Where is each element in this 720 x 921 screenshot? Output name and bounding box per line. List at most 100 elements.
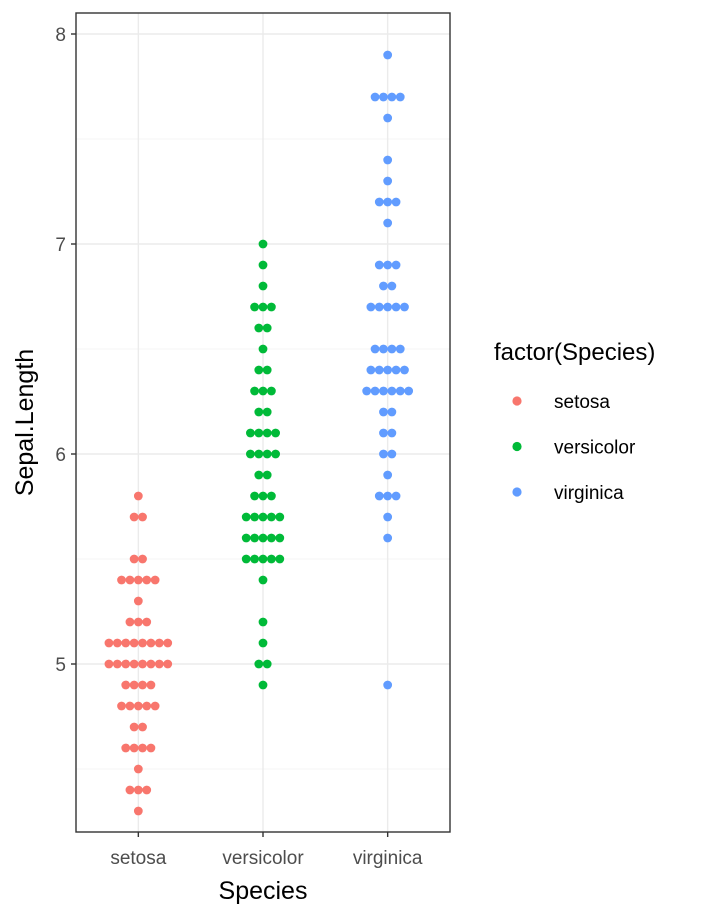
point-setosa (133, 785, 143, 795)
point-setosa (104, 638, 114, 648)
point-setosa (133, 575, 143, 585)
point-virginica (383, 197, 393, 207)
point-virginica (387, 449, 397, 459)
point-versicolor (258, 386, 268, 396)
point-versicolor (250, 512, 259, 522)
x-tick-label: virginica (353, 848, 423, 869)
point-setosa (117, 701, 126, 711)
point-virginica (379, 407, 388, 417)
y-tick-label: 6 (55, 445, 66, 466)
point-virginica (383, 470, 393, 480)
y-axis: 5 6 7 8 (55, 25, 76, 676)
point-virginica (383, 491, 393, 501)
point-setosa (125, 575, 135, 585)
legend-key-setosa (512, 396, 522, 406)
point-virginica (370, 344, 380, 354)
point-setosa (150, 575, 160, 585)
point-virginica (391, 197, 401, 207)
point-setosa (133, 596, 143, 606)
point-versicolor (241, 554, 251, 564)
x-axis-title: Species (219, 877, 308, 905)
point-virginica (387, 281, 397, 291)
point-setosa (138, 680, 147, 690)
point-versicolor (258, 617, 268, 627)
point-setosa (138, 722, 147, 732)
point-virginica (391, 260, 401, 270)
point-virginica (379, 281, 388, 291)
point-versicolor (258, 533, 268, 543)
point-setosa (142, 701, 152, 711)
point-versicolor (250, 386, 259, 396)
point-setosa (129, 722, 139, 732)
point-virginica (379, 428, 388, 438)
point-setosa (112, 659, 122, 669)
point-setosa (133, 491, 143, 501)
point-versicolor (246, 428, 255, 438)
point-virginica (374, 260, 384, 270)
point-setosa (146, 638, 156, 648)
point-versicolor (241, 533, 251, 543)
point-setosa (142, 785, 152, 795)
point-versicolor (275, 554, 285, 564)
point-versicolor (258, 554, 268, 564)
x-axis: setosa versicolor virginica (110, 832, 423, 869)
point-setosa (112, 638, 122, 648)
legend-label: setosa (554, 392, 610, 413)
point-virginica (395, 386, 405, 396)
point-virginica (370, 386, 380, 396)
point-setosa (121, 680, 131, 690)
point-versicolor (254, 428, 264, 438)
point-virginica (387, 344, 397, 354)
point-virginica (362, 386, 372, 396)
point-versicolor (267, 302, 276, 312)
point-versicolor (258, 239, 268, 249)
point-versicolor (258, 302, 268, 312)
point-versicolor (258, 491, 268, 501)
point-virginica (379, 449, 388, 459)
point-setosa (133, 701, 143, 711)
point-versicolor (267, 386, 276, 396)
point-setosa (146, 680, 156, 690)
data-points (104, 50, 414, 816)
point-setosa (125, 701, 135, 711)
point-virginica (387, 407, 397, 417)
point-versicolor (254, 407, 264, 417)
point-virginica (387, 428, 397, 438)
point-setosa (150, 701, 160, 711)
point-setosa (121, 743, 131, 753)
point-versicolor (271, 428, 280, 438)
point-setosa (133, 806, 143, 816)
point-versicolor (250, 554, 259, 564)
x-tick-label: setosa (110, 848, 166, 869)
point-virginica (395, 344, 405, 354)
point-setosa (125, 617, 135, 627)
point-setosa (133, 617, 143, 627)
point-versicolor (262, 470, 272, 480)
point-virginica (395, 92, 405, 102)
point-virginica (374, 491, 384, 501)
point-virginica (383, 533, 393, 543)
point-setosa (121, 638, 131, 648)
point-versicolor (258, 638, 268, 648)
point-versicolor (262, 365, 272, 375)
point-virginica (391, 491, 401, 501)
point-virginica (391, 302, 401, 312)
point-setosa (154, 638, 164, 648)
point-setosa (129, 638, 139, 648)
point-setosa (129, 659, 139, 669)
point-versicolor (254, 323, 264, 333)
point-versicolor (246, 449, 255, 459)
point-virginica (379, 92, 388, 102)
point-virginica (374, 365, 384, 375)
point-versicolor (262, 428, 272, 438)
point-versicolor (254, 365, 264, 375)
point-virginica (383, 680, 393, 690)
point-versicolor (271, 449, 280, 459)
point-versicolor (258, 344, 268, 354)
point-versicolor (258, 281, 268, 291)
point-setosa (129, 512, 139, 522)
point-setosa (142, 575, 152, 585)
point-virginica (379, 386, 388, 396)
point-virginica (379, 344, 388, 354)
